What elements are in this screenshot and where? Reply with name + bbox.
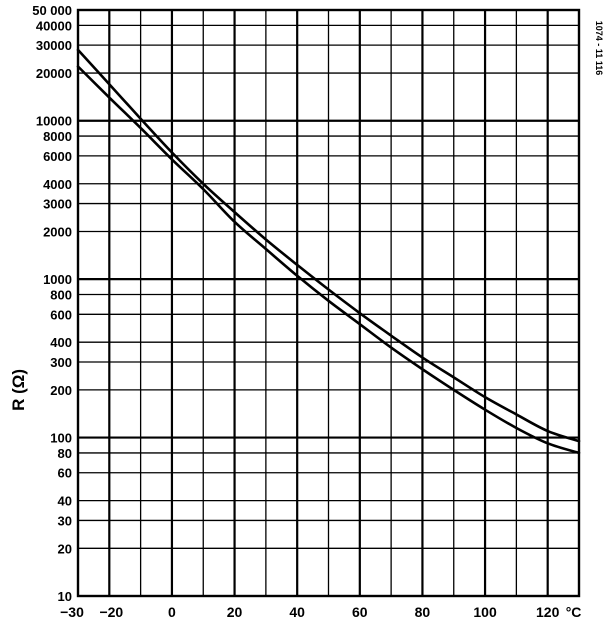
y-tick-label: 400 — [50, 335, 72, 350]
y-tick-label: 50 000 — [32, 3, 72, 18]
y-tick-label: 10000 — [36, 114, 72, 129]
y-tick-label: 1000 — [43, 272, 72, 287]
grid — [78, 10, 579, 596]
x-tick-label: 20 — [227, 604, 243, 620]
x-tick-label: 100 — [473, 604, 497, 620]
y-tick-label: 80 — [58, 446, 72, 461]
y-tick-label: 600 — [50, 307, 72, 322]
x-tick-label: 60 — [352, 604, 368, 620]
x-tick-label: 40 — [289, 604, 305, 620]
y-tick-label: 6000 — [43, 149, 72, 164]
curves — [76, 48, 581, 455]
y-tick-label: 30 — [58, 513, 72, 528]
tick-labels: 1020304060801002003004006008001000200030… — [32, 3, 559, 620]
x-tick-label: −20 — [99, 604, 123, 620]
y-tick-label: 20 — [58, 541, 72, 556]
y-tick-label: 8000 — [43, 129, 72, 144]
y-tick-label: 100 — [50, 431, 72, 446]
figure-reference-code: 1074 - 11 116 — [594, 21, 604, 76]
x-tick-label: 80 — [415, 604, 431, 620]
y-tick-label: 4000 — [43, 177, 72, 192]
y-tick-label: 40 — [58, 494, 72, 509]
x-axis-unit-label: °C — [566, 604, 582, 620]
x-tick-label: 0 — [168, 604, 176, 620]
y-tick-label: 40000 — [36, 18, 72, 33]
y-tick-label: 20000 — [36, 66, 72, 81]
x-tick-label: 120 — [536, 604, 560, 620]
y-tick-label: 10 — [58, 589, 72, 604]
plot-frame — [76, 8, 581, 598]
series-lower-curve — [76, 65, 581, 455]
y-tick-label: 2000 — [43, 224, 72, 239]
y-tick-label: 30000 — [36, 38, 72, 53]
y-tick-label: 200 — [50, 383, 72, 398]
y-axis-label: R (Ω) — [9, 369, 28, 411]
x-tick-label: −30 — [60, 604, 84, 620]
y-tick-label: 800 — [50, 288, 72, 303]
y-tick-label: 3000 — [43, 197, 72, 212]
y-tick-label: 300 — [50, 355, 72, 370]
y-tick-label: 60 — [58, 466, 72, 481]
series-upper-curve — [76, 48, 581, 443]
